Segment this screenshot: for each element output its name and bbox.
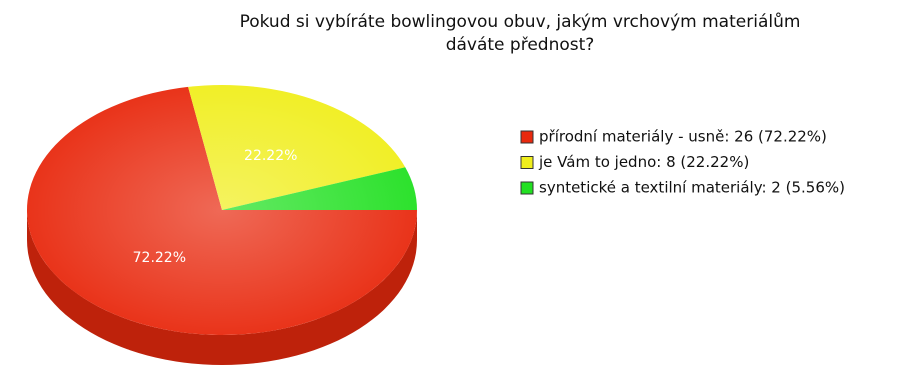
chart-title: Pokud si vybíráte bowlingovou obuv, jaký… [240,12,801,32]
legend-label: je Vám to jedno: 8 (22.22%) [538,153,749,171]
legend-label: přírodní materiály - usně: 26 (72.22%) [539,128,827,146]
chart-title: dáváte přednost? [446,35,595,55]
slice-label: 22.22% [244,148,297,164]
legend-swatch [520,130,534,144]
slice-label: 72.22% [133,250,186,266]
legend-swatch [520,181,534,195]
legend-swatch [520,156,534,169]
legend-label: syntetické a textilní materiály: 2 (5.56… [539,179,845,197]
